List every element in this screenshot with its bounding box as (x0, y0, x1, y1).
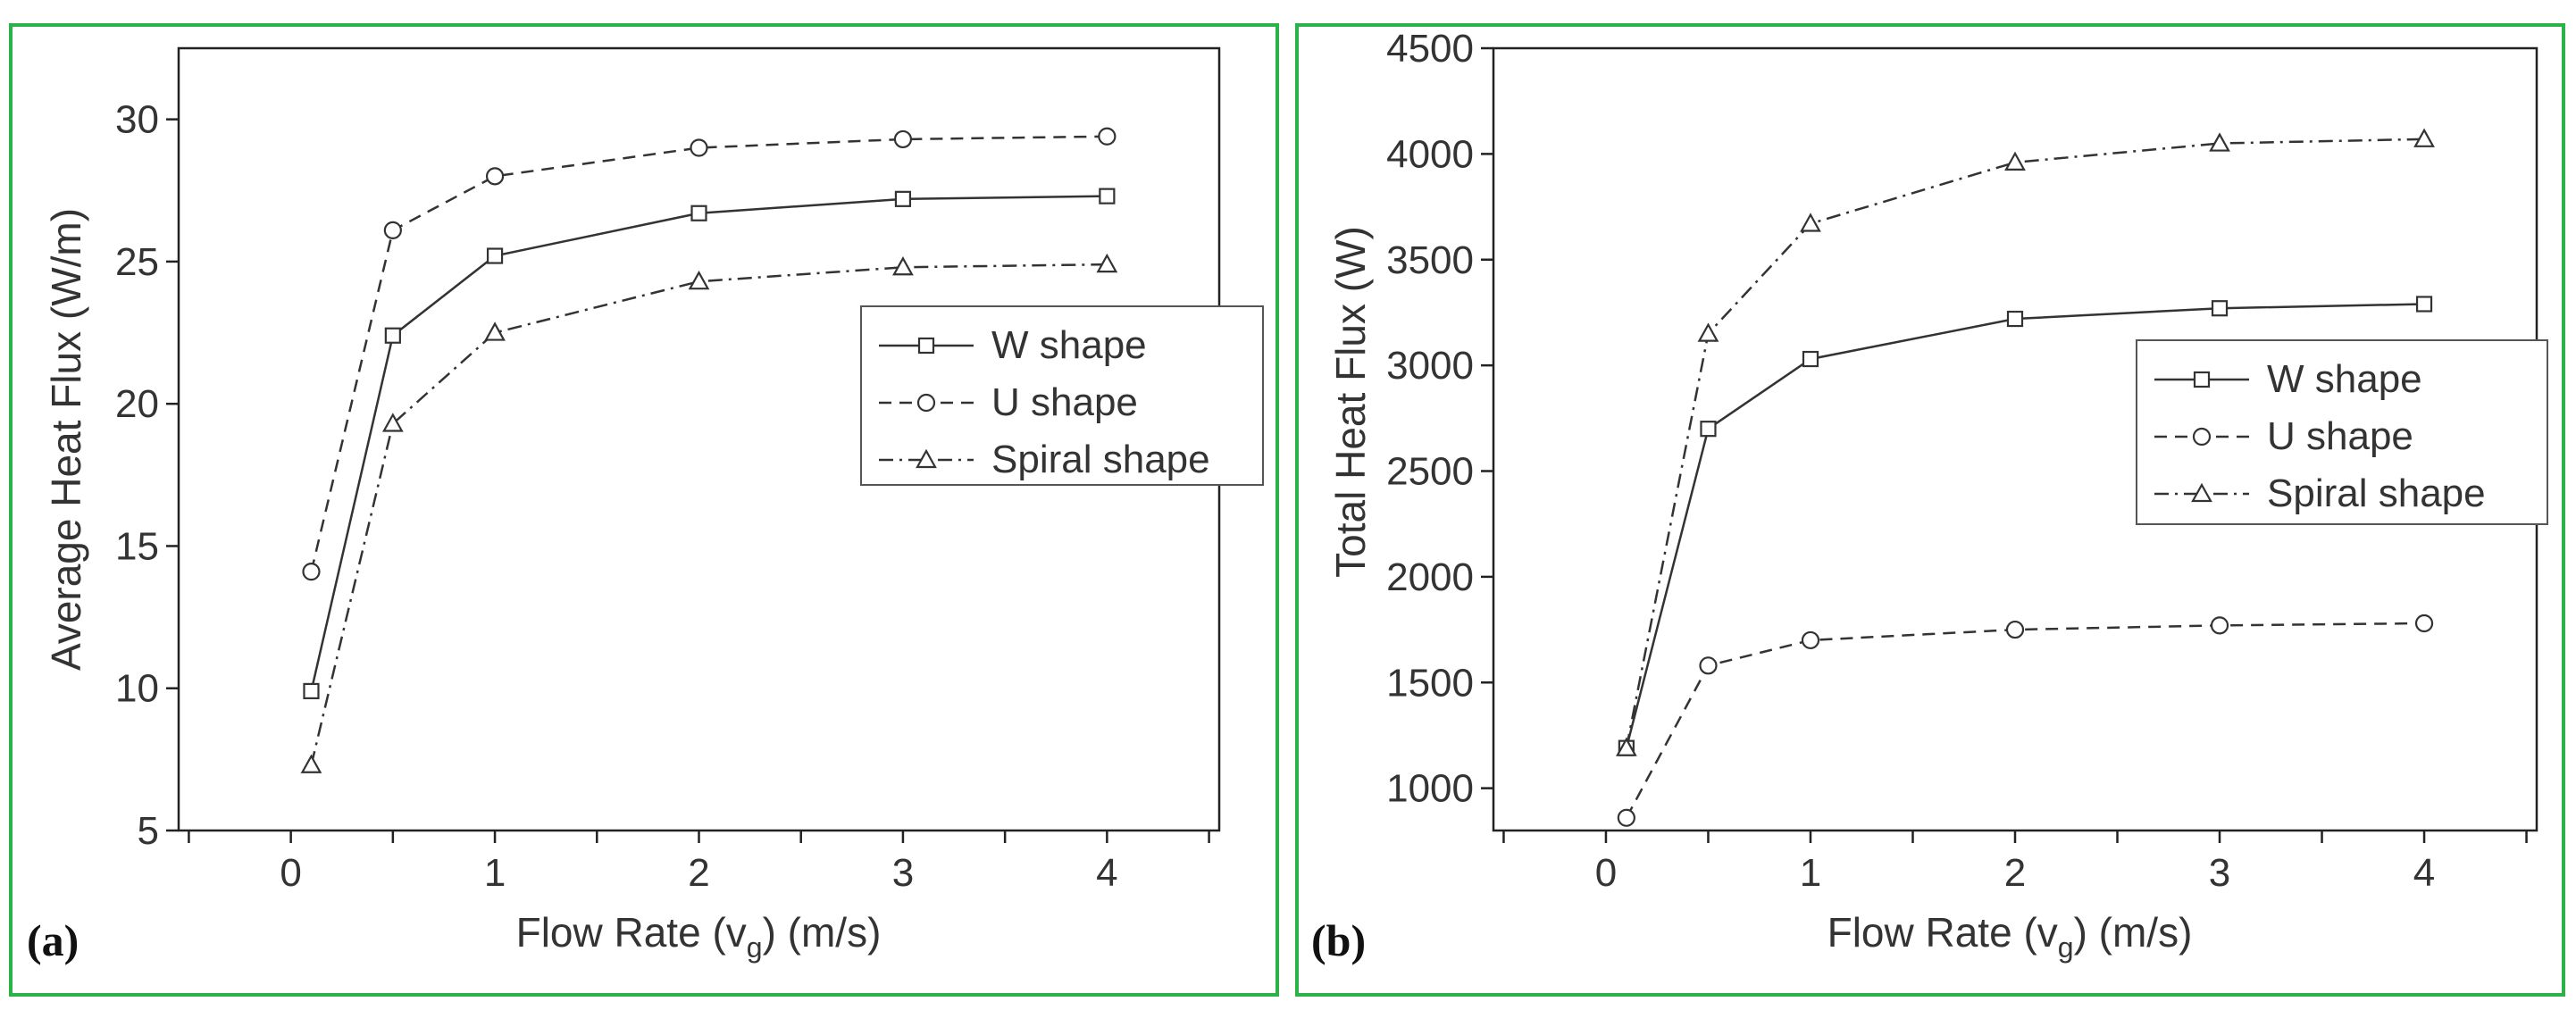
data-point (2414, 614, 2434, 633)
data-point (2415, 296, 2433, 313)
panel-b-x-axis-label: Flow Rate (vg) (m/s) (1827, 909, 2193, 964)
y-tick-label: 2500 (1386, 450, 1474, 494)
data-point (1802, 350, 1819, 368)
data-point (300, 754, 322, 773)
panel-b-y-axis-label: Total Heat Flux (W) (1327, 226, 1374, 578)
legend-marker (2193, 371, 2211, 388)
legend-entry: W shape (991, 323, 1147, 367)
y-tick-label: 4000 (1386, 132, 1474, 176)
legend-entry: Spiral shape (991, 438, 1210, 481)
x-tick-label: 0 (1595, 851, 1617, 895)
data-point (384, 327, 401, 344)
x-tick-label: 0 (280, 851, 301, 895)
data-point (1096, 253, 1118, 273)
data-point (1801, 630, 1820, 650)
data-point (690, 205, 707, 221)
y-tick-label: 25 (115, 240, 159, 284)
y-tick-label: 1000 (1386, 767, 1474, 811)
panel-a-series (300, 127, 1118, 773)
panel-a-frame (9, 23, 1279, 997)
y-tick-label: 2000 (1386, 555, 1474, 599)
legend-marker (917, 337, 935, 355)
panel-b: 0 1 2 3 4 1000 1500 2000 2500 3000 3500 4000 4500 T… (1295, 23, 2565, 997)
data-point (1617, 808, 1635, 827)
data-point (2004, 151, 2026, 171)
data-point (894, 190, 912, 207)
data-point (688, 270, 710, 290)
data-point (1099, 188, 1116, 205)
y-tick-label: 3500 (1386, 238, 1474, 282)
x-tick-label: 2 (688, 851, 709, 895)
series-line-u-shape (310, 135, 1108, 572)
legend-marker (916, 448, 937, 469)
panel-b-legend: W shape U shape Spiral shape (2136, 339, 2548, 525)
x-tick-label: 3 (2209, 851, 2230, 895)
data-point (484, 321, 506, 341)
x-tick-label: 3 (892, 851, 914, 895)
y-tick-label: 10 (115, 667, 159, 711)
x-tick-label: 4 (1096, 851, 1117, 895)
data-point (892, 256, 914, 276)
data-point (1615, 737, 1637, 756)
legend-marker (2191, 482, 2212, 503)
x-tick-label: 4 (2413, 851, 2435, 895)
x-tick-label: 1 (484, 851, 506, 895)
x-tick-label: 1 (1800, 851, 1821, 895)
data-point (486, 247, 504, 264)
panel-a-x-ticks: 0 1 2 3 4 (188, 831, 1210, 895)
series-line-w-shape (1625, 303, 2425, 748)
legend-entry: U shape (2267, 414, 2413, 458)
panel-a-y-axis-label: Average Heat Flux (W/m) (43, 208, 89, 671)
series-line-u-shape (1625, 622, 2425, 819)
y-tick-label: 30 (115, 98, 159, 142)
legend-entry: U shape (991, 380, 1138, 424)
data-point (690, 138, 708, 157)
data-point (2413, 128, 2435, 147)
data-point (485, 167, 505, 186)
y-tick-label: 3000 (1386, 344, 1474, 388)
series-line-spiral-shape (1625, 138, 2425, 748)
y-tick-label: 1500 (1386, 661, 1474, 705)
data-point (1697, 322, 1719, 342)
data-point (1098, 127, 1117, 146)
legend-entry: W shape (2267, 357, 2422, 401)
data-point (2006, 310, 2024, 328)
data-point (2209, 132, 2230, 152)
y-tick-label: 5 (138, 809, 159, 853)
data-point (381, 413, 404, 432)
x-tick-label: 2 (2004, 851, 2026, 895)
panel-a-x-axis-label: Flow Rate (vg) (m/s) (516, 909, 882, 964)
legend-marker (916, 393, 936, 413)
data-point (2210, 616, 2229, 635)
panel-a-label: (a) (27, 915, 79, 965)
data-point (1700, 421, 1717, 438)
y-tick-label: 20 (115, 382, 159, 426)
data-point (2211, 300, 2229, 317)
legend-entry: Spiral shape (2267, 472, 2486, 515)
panel-b-y-ticks: 1000 1500 2000 2500 3000 3500 4000 4500 (1386, 27, 1493, 811)
panel-a-legend: W shape U shape Spiral shape (860, 305, 1264, 486)
series-line-w-shape (310, 195, 1108, 692)
data-point (893, 129, 913, 149)
panel-b-series (1615, 128, 2435, 827)
panel-a: 0 1 2 3 4 5 10 15 20 25 30 Average Heat Flux (W/m… (9, 23, 1279, 997)
data-point (302, 563, 321, 581)
data-point (383, 221, 402, 239)
panel-b-frame (1295, 23, 2565, 997)
panel-b-x-ticks: 0 1 2 3 4 (1502, 831, 2528, 895)
y-tick-label: 15 (115, 524, 159, 568)
data-point (303, 682, 320, 700)
y-tick-label: 4500 (1386, 27, 1474, 71)
data-point (1800, 213, 1821, 232)
data-point (1699, 656, 1718, 675)
panel-a-y-ticks: 5 10 15 20 25 30 (115, 98, 179, 853)
legend-marker (2192, 427, 2212, 447)
data-point (2005, 620, 2025, 639)
panel-b-label: (b) (1311, 915, 1366, 965)
series-line-spiral-shape (310, 263, 1108, 766)
